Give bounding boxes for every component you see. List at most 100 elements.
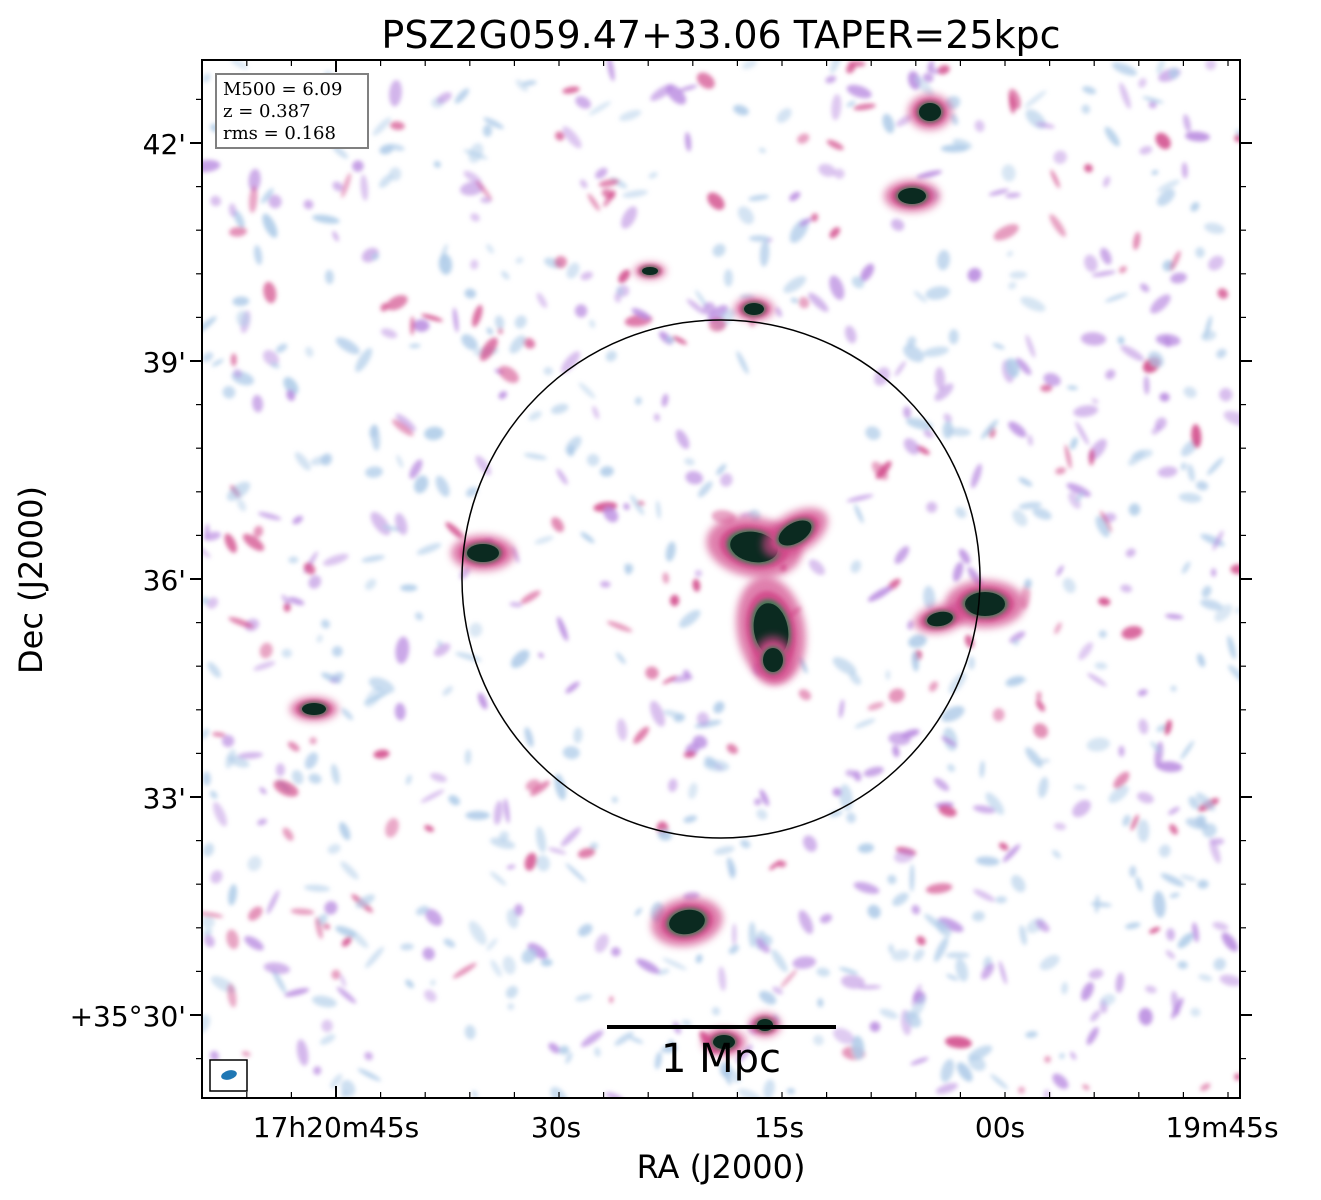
noise-blob <box>973 889 996 902</box>
noise-blob <box>433 161 441 168</box>
noise-blob <box>486 243 494 254</box>
noise-blob <box>913 949 925 962</box>
noise-blob <box>586 453 600 467</box>
noise-blob <box>762 935 773 946</box>
noise-blob <box>686 298 706 315</box>
radio-source <box>634 263 666 279</box>
noise-blob <box>321 1019 333 1033</box>
noise-blob <box>382 525 402 532</box>
noise-blob <box>386 295 408 311</box>
noise-blob <box>1105 369 1116 380</box>
noise-blob <box>514 315 527 329</box>
noise-blob <box>594 1047 601 1057</box>
noise-blob <box>1170 685 1177 692</box>
noise-blob <box>1087 673 1107 687</box>
noise-blob <box>1191 424 1202 449</box>
noise-blob <box>554 255 567 269</box>
noise-blob <box>925 286 950 300</box>
y-tick-label: 36' <box>143 564 186 597</box>
noise-blob <box>979 760 985 778</box>
noise-blob <box>365 946 384 969</box>
noise-blob <box>320 453 333 466</box>
noise-blob <box>863 766 884 777</box>
noise-blob <box>998 842 1009 851</box>
noise-blob <box>891 949 910 961</box>
noise-blob <box>948 427 971 437</box>
noise-blob <box>213 801 227 827</box>
noise-blob <box>894 546 910 564</box>
noise-blob <box>536 855 550 872</box>
noise-blob <box>389 121 405 131</box>
noise-blob <box>792 956 817 969</box>
noise-blob <box>528 410 542 421</box>
noise-blob <box>1135 876 1143 892</box>
noise-blob <box>1216 348 1227 359</box>
noise-blob <box>515 79 529 92</box>
noise-blob <box>1118 265 1127 274</box>
noise-blob <box>259 642 273 659</box>
noise-blob <box>1006 250 1013 257</box>
noise-blob <box>424 825 435 832</box>
noise-blob <box>1043 373 1061 387</box>
radio-source <box>290 697 338 721</box>
noise-blob <box>360 174 369 201</box>
noise-blob <box>871 461 889 481</box>
x-tick-label: 17h20m45s <box>253 1111 420 1144</box>
noise-blob <box>1177 932 1194 949</box>
noise-blob <box>911 904 921 915</box>
noise-blob <box>536 292 548 309</box>
noise-blob <box>935 919 952 937</box>
noise-blob <box>854 718 876 729</box>
noise-blob <box>540 958 553 967</box>
noise-blob <box>892 745 900 758</box>
noise-blob <box>1151 425 1162 435</box>
noise-blob <box>556 468 568 485</box>
noise-blob <box>502 955 516 975</box>
noise-blob <box>675 429 690 450</box>
noise-blob <box>772 986 783 995</box>
noise-blob <box>668 1039 676 1052</box>
noise-blob <box>227 983 237 1008</box>
noise-blob <box>849 672 862 685</box>
noise-blob <box>683 815 698 823</box>
noise-blob <box>587 193 601 211</box>
noise-blob <box>846 84 872 99</box>
noise-blob <box>1102 176 1111 188</box>
y-tick-label: +35°30' <box>70 1000 186 1033</box>
noise-blob <box>1111 62 1138 76</box>
noise-blob <box>1056 565 1064 577</box>
noise-blob <box>562 746 580 760</box>
noise-blob <box>1169 892 1180 898</box>
noise-blob <box>630 494 645 516</box>
noise-blob <box>1068 492 1081 509</box>
noise-blob <box>1049 214 1066 237</box>
noise-blob <box>922 346 949 357</box>
noise-blob <box>324 269 334 285</box>
noise-blob <box>867 904 881 919</box>
noise-blob <box>985 792 1005 815</box>
noise-blob <box>364 686 383 708</box>
noise-blob <box>656 500 661 519</box>
scale-bar-label: 1 Mpc <box>661 1036 781 1082</box>
radio-source <box>651 897 723 947</box>
noise-blob <box>798 689 812 701</box>
noise-blob <box>309 737 317 745</box>
noise-blob <box>1081 104 1091 114</box>
noise-blob <box>389 167 402 181</box>
radio-source <box>884 180 940 212</box>
axis-ticks <box>190 60 1252 1098</box>
noise-blob <box>400 943 414 951</box>
noise-blob <box>694 569 703 578</box>
noise-blob <box>941 705 965 722</box>
noise-blob <box>853 103 876 111</box>
noise-blob <box>510 649 530 668</box>
noise-blob <box>720 473 733 487</box>
noise-blob <box>703 759 730 772</box>
noise-blob <box>257 512 282 521</box>
noise-blob <box>304 752 318 770</box>
noise-blob <box>209 790 218 799</box>
noise-blob <box>914 75 934 97</box>
noise-blob <box>722 1068 732 1086</box>
noise-blob <box>1062 577 1076 594</box>
noise-blob <box>1221 932 1238 952</box>
